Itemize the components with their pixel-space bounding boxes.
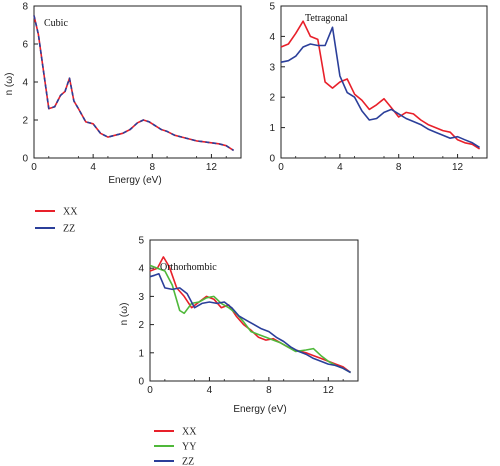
y-tick-label: 0 [22, 154, 28, 165]
y-tick-label: 0 [138, 377, 144, 388]
y-tick-label: 5 [269, 2, 275, 13]
series-line-yy [149, 264, 351, 374]
x-tick-label: 0 [31, 162, 37, 173]
y-tick-label: 5 [138, 236, 144, 247]
series-line-zz [280, 26, 481, 149]
x-tick-label: 8 [396, 162, 402, 173]
y-tick-label: 2 [22, 116, 28, 127]
y-tick-label: 4 [269, 32, 275, 43]
x-tick-label: 4 [207, 385, 213, 396]
y-tick-label: 8 [22, 2, 28, 13]
legend-label-zz: ZZ [63, 224, 75, 235]
y-tick-label: 3 [138, 292, 144, 303]
y-tick-label: 3 [269, 62, 275, 73]
panel-title: Cubic [44, 18, 68, 29]
x-axis-label: Energy (eV) [233, 404, 286, 415]
legend-label-zz: ZZ [182, 457, 194, 466]
legend-label-xx: XX [182, 427, 197, 438]
y-tick-label: 1 [269, 123, 275, 134]
series-line-zz [33, 15, 235, 152]
y-tick-label: 1 [138, 348, 144, 359]
x-tick-label: 12 [206, 162, 218, 173]
panel-title: Tetragonal [305, 13, 348, 24]
legend-label-yy: YY [182, 442, 196, 453]
y-tick-label: 2 [138, 320, 144, 331]
panel-title: Orthorhombic [160, 262, 217, 273]
chart-panel-cubic: 0 4 8 12 0 2 4 6 8 Cubic Energy (eV) n (ω) XX ZZ [4, 2, 242, 235]
series-line-zz [149, 272, 351, 374]
y-tick-label: 0 [269, 154, 275, 165]
x-tick-label: 8 [150, 162, 156, 173]
x-tick-label: 12 [323, 385, 335, 396]
x-tick-label: 0 [278, 162, 284, 173]
y-axis-label: n (ω) [4, 73, 15, 96]
series-line-xx [280, 20, 481, 150]
x-tick-label: 8 [266, 385, 272, 396]
y-axis-label: n (ω) [119, 303, 130, 326]
y-tick-label: 4 [22, 78, 28, 89]
y-tick-label: 4 [138, 264, 144, 275]
legend: XX ZZ [35, 207, 78, 235]
x-tick-label: 4 [90, 162, 96, 173]
y-tick-label: 6 [22, 40, 28, 51]
legend-label-xx: XX [63, 207, 78, 218]
x-axis-label: Energy (eV) [108, 175, 161, 186]
legend: XX YY ZZ [154, 427, 197, 466]
x-tick-label: 0 [147, 385, 153, 396]
x-tick-label: 4 [337, 162, 343, 173]
x-tick-label: 12 [452, 162, 464, 173]
y-tick-label: 2 [269, 93, 275, 104]
